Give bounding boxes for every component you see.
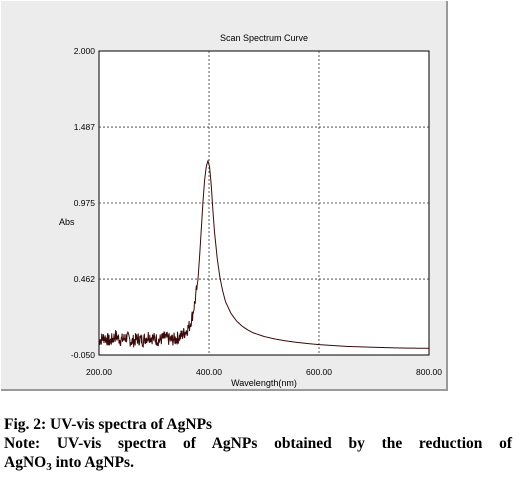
y-axis-label: Abs xyxy=(59,217,75,227)
x-tick-label: 600.00 xyxy=(306,367,332,377)
x-tick-label: 400.00 xyxy=(196,367,222,377)
formula-agno: AgNO xyxy=(4,454,47,471)
y-tick-label: 2.000 xyxy=(74,46,96,56)
grid-lines xyxy=(99,51,429,355)
formula-subscript: 3 xyxy=(46,461,52,473)
y-tick-label: 0.975 xyxy=(74,198,96,208)
tick-labels: 200.00 400.00 600.00 800.00 2.000 1.487 0.975 0… xyxy=(71,46,442,377)
figure-caption-note: Note: UV-vis spectra of AgNPs obtained b… xyxy=(4,435,512,452)
spectrum-chart: 200.00 400.00 600.00 800.00 2.000 1.487 0.975 0… xyxy=(59,33,442,388)
absorbance-curve xyxy=(98,159,429,349)
caption-note-end: into AgNPs. xyxy=(55,454,134,471)
chart-panel: 200.00 400.00 600.00 800.00 2.000 1.487 0.975 0… xyxy=(1,1,448,391)
chart-title: Scan Spectrum Curve xyxy=(220,33,308,43)
y-tick-label: 0.462 xyxy=(74,274,96,284)
x-tick-label: 800.00 xyxy=(416,367,442,377)
figure-caption-note-continued: AgNO3 into AgNPs. xyxy=(4,453,512,473)
y-tick-label: 1.487 xyxy=(74,122,96,132)
figure-caption: Fig. 2: UV-vis spectra of AgNPs Note: UV… xyxy=(4,415,512,473)
y-tick-label: -0.050 xyxy=(71,350,95,360)
x-tick-label: 200.00 xyxy=(86,367,112,377)
x-axis-label: Wavelength(nm) xyxy=(231,378,297,388)
figure-caption-title: Fig. 2: UV-vis spectra of AgNPs xyxy=(4,416,213,433)
